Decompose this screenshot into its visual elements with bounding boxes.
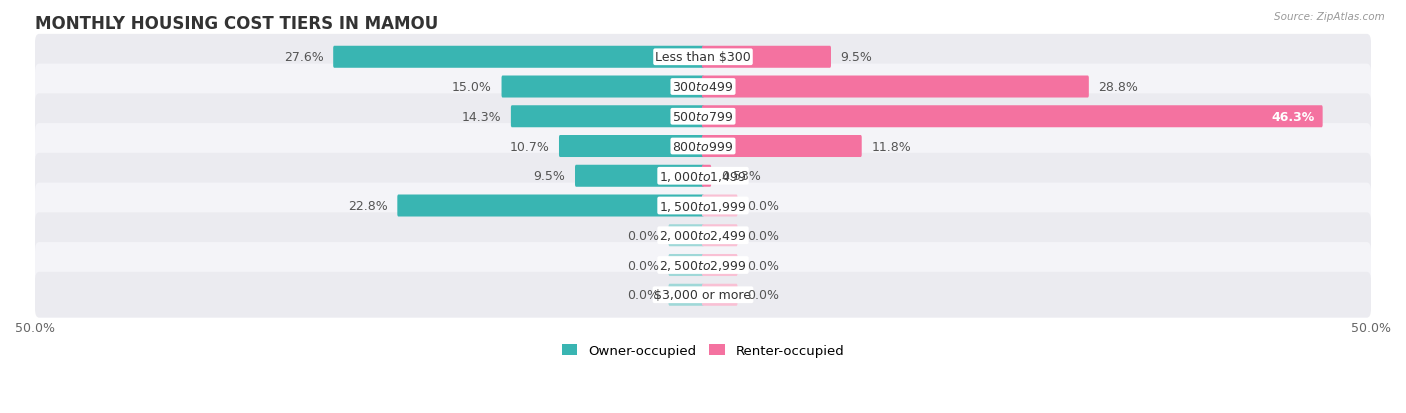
Text: 0.0%: 0.0% [627, 289, 659, 301]
Text: 11.8%: 11.8% [872, 140, 911, 153]
FancyBboxPatch shape [560, 136, 704, 158]
FancyBboxPatch shape [35, 242, 1371, 288]
Text: $1,500 to $1,999: $1,500 to $1,999 [659, 199, 747, 213]
Text: $800 to $999: $800 to $999 [672, 140, 734, 153]
Text: 9.5%: 9.5% [841, 51, 873, 64]
FancyBboxPatch shape [35, 94, 1371, 140]
Text: $300 to $499: $300 to $499 [672, 81, 734, 94]
Text: 0.0%: 0.0% [747, 259, 779, 272]
Text: 27.6%: 27.6% [284, 51, 323, 64]
Text: $2,000 to $2,499: $2,000 to $2,499 [659, 229, 747, 243]
Text: 46.3%: 46.3% [1271, 111, 1315, 123]
Text: 0.0%: 0.0% [747, 289, 779, 301]
FancyBboxPatch shape [502, 76, 704, 98]
Text: 0.53%: 0.53% [721, 170, 761, 183]
Text: 14.3%: 14.3% [461, 111, 502, 123]
Text: 22.8%: 22.8% [347, 199, 388, 213]
FancyBboxPatch shape [35, 154, 1371, 199]
FancyBboxPatch shape [35, 213, 1371, 259]
FancyBboxPatch shape [35, 124, 1371, 169]
FancyBboxPatch shape [702, 76, 1088, 98]
FancyBboxPatch shape [702, 136, 862, 158]
FancyBboxPatch shape [333, 47, 704, 69]
Text: 0.0%: 0.0% [747, 229, 779, 242]
Text: 9.5%: 9.5% [533, 170, 565, 183]
FancyBboxPatch shape [668, 284, 704, 306]
FancyBboxPatch shape [575, 165, 704, 188]
Text: 10.7%: 10.7% [509, 140, 550, 153]
Text: $500 to $799: $500 to $799 [672, 111, 734, 123]
Text: 0.0%: 0.0% [627, 229, 659, 242]
FancyBboxPatch shape [702, 195, 738, 217]
Text: $3,000 or more: $3,000 or more [655, 289, 751, 301]
Text: Source: ZipAtlas.com: Source: ZipAtlas.com [1274, 12, 1385, 22]
FancyBboxPatch shape [398, 195, 704, 217]
FancyBboxPatch shape [702, 106, 1323, 128]
FancyBboxPatch shape [35, 35, 1371, 81]
FancyBboxPatch shape [702, 47, 831, 69]
Text: $1,000 to $1,499: $1,000 to $1,499 [659, 169, 747, 183]
FancyBboxPatch shape [668, 254, 704, 276]
Text: 15.0%: 15.0% [453, 81, 492, 94]
Text: 0.0%: 0.0% [627, 259, 659, 272]
FancyBboxPatch shape [35, 64, 1371, 110]
FancyBboxPatch shape [35, 183, 1371, 229]
FancyBboxPatch shape [668, 225, 704, 247]
FancyBboxPatch shape [702, 284, 738, 306]
Text: $2,500 to $2,999: $2,500 to $2,999 [659, 259, 747, 272]
Text: Less than $300: Less than $300 [655, 51, 751, 64]
FancyBboxPatch shape [510, 106, 704, 128]
FancyBboxPatch shape [702, 225, 738, 247]
FancyBboxPatch shape [702, 165, 711, 188]
Legend: Owner-occupied, Renter-occupied: Owner-occupied, Renter-occupied [557, 339, 849, 362]
Text: 0.0%: 0.0% [747, 199, 779, 213]
Text: MONTHLY HOUSING COST TIERS IN MAMOU: MONTHLY HOUSING COST TIERS IN MAMOU [35, 15, 439, 33]
Text: 28.8%: 28.8% [1098, 81, 1139, 94]
FancyBboxPatch shape [702, 254, 738, 276]
FancyBboxPatch shape [35, 272, 1371, 318]
